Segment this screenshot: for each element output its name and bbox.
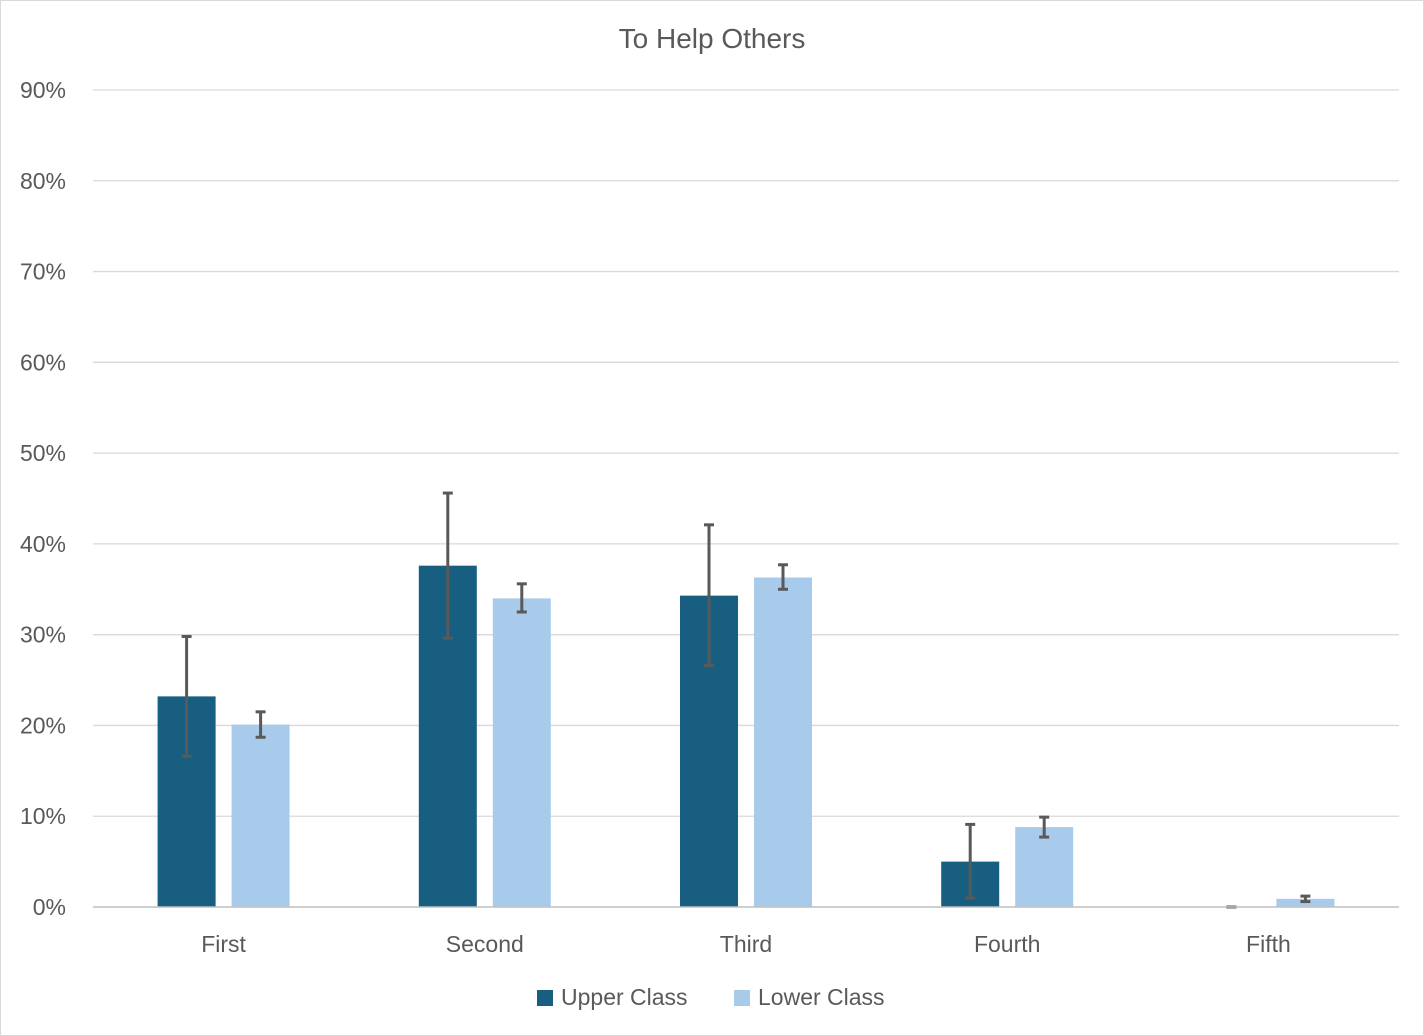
y-tick-label: 30% xyxy=(20,622,66,648)
legend: Upper Class Lower Class xyxy=(537,984,885,1010)
error-bar-upper-class-first xyxy=(181,634,192,758)
y-tick-label: 80% xyxy=(20,168,66,194)
gridlines xyxy=(93,89,1399,817)
y-tick-label: 0% xyxy=(33,894,66,920)
error-bar-lower-class-first xyxy=(255,710,266,739)
legend-swatch xyxy=(537,990,553,1006)
x-category-label: Second xyxy=(446,931,524,957)
bar-lower-class-first xyxy=(231,724,290,907)
y-tick-label: 60% xyxy=(20,349,66,375)
y-tick-label: 40% xyxy=(20,531,66,557)
x-category-label: Fifth xyxy=(1246,931,1291,957)
x-category-label: Third xyxy=(720,931,772,957)
error-bar-lower-class-fifth xyxy=(1300,894,1311,904)
legend-label: Upper Class xyxy=(561,984,688,1010)
error-bar-upper-class-third xyxy=(704,523,714,668)
error-bar-upper-class-second xyxy=(442,491,453,640)
legend-label: Lower Class xyxy=(758,984,885,1010)
error-bar-upper-class-fourth xyxy=(965,822,976,900)
bar-lower-class-third xyxy=(754,577,812,907)
legend-item-lower-class: Lower Class xyxy=(734,984,885,1010)
error-bar-lower-class-third xyxy=(778,563,788,591)
legend-swatch xyxy=(734,990,750,1006)
error-bar-lower-class-second xyxy=(516,582,527,614)
bar-lower-class-fourth xyxy=(1015,827,1074,907)
bar-lower-class-second xyxy=(492,598,551,907)
x-category-label: Fourth xyxy=(974,931,1040,957)
bars xyxy=(157,565,1335,907)
y-tick-label: 10% xyxy=(20,803,66,829)
legend-item-upper-class: Upper Class xyxy=(537,984,688,1010)
chart-title: To Help Others xyxy=(619,23,806,54)
y-tick-label: 90% xyxy=(20,77,66,103)
error-bars xyxy=(181,491,1311,909)
y-tick-label: 20% xyxy=(20,712,66,738)
x-category-label: First xyxy=(201,931,246,957)
error-bar-lower-class-fourth xyxy=(1039,815,1050,839)
y-tick-label: 70% xyxy=(20,259,66,285)
y-axis-tick-labels: 0% 10% 20% 30% 40% 50% 60% 70% 80% 90% xyxy=(20,77,66,920)
y-tick-label: 50% xyxy=(20,440,66,466)
x-axis-category-labels: First Second Third Fourth Fifth xyxy=(201,931,1291,957)
